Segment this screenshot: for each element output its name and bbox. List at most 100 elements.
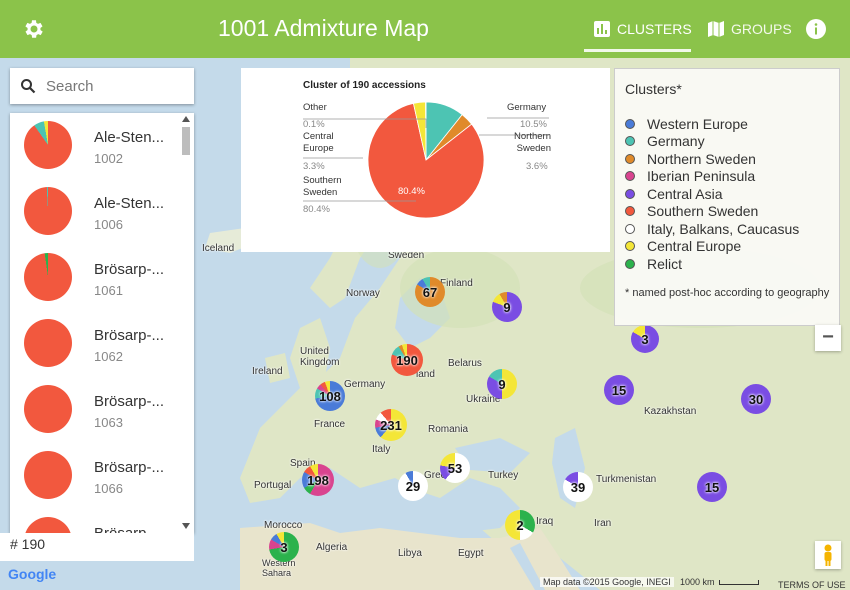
scroll-down-icon[interactable]: [182, 523, 190, 529]
list-item[interactable]: Brösarp-... 1062: [10, 311, 182, 377]
cluster-marker[interactable]: 2: [505, 510, 535, 540]
cluster-marker[interactable]: 9: [487, 369, 517, 399]
admixture-pie: [24, 451, 72, 499]
map-label: Morocco: [264, 520, 303, 531]
tab-groups[interactable]: GROUPS: [707, 0, 792, 58]
map-attribution: Map data ©2015 Google, INEGI: [540, 577, 674, 587]
map-label: Romania: [428, 424, 469, 435]
map-label: Iceland: [202, 243, 235, 254]
legend-label: Northern Sweden: [647, 150, 756, 167]
pie-value: 10.5%: [520, 119, 547, 130]
admixture-pie: [24, 385, 72, 433]
cluster-info-panel: Cluster of 190 accessions Other 0.1% Cen…: [241, 68, 610, 252]
cluster-marker[interactable]: 30: [741, 384, 771, 414]
cluster-marker[interactable]: 67: [415, 277, 445, 307]
search-input[interactable]: [46, 74, 186, 98]
map-label: Belarus: [448, 358, 482, 369]
info-icon[interactable]: [806, 19, 826, 39]
accession-name: Brösarp-...: [94, 327, 165, 344]
legend-item: Iberian Peninsula: [625, 168, 755, 185]
legend-label: Southern Sweden: [647, 203, 759, 219]
cluster-marker[interactable]: 15: [697, 472, 727, 502]
legend-label: Italy, Balkans, Caucasus: [647, 220, 800, 237]
map-label: Libya: [398, 548, 422, 559]
list-item[interactable]: Brösarp-...: [10, 509, 182, 533]
cluster-marker[interactable]: 3: [631, 325, 659, 353]
cluster-marker[interactable]: 198: [302, 464, 334, 496]
pie-label: Southern Sweden: [303, 175, 342, 198]
legend-label: Relict: [647, 255, 683, 272]
cluster-count: 9: [498, 376, 506, 392]
cluster-count: 231: [380, 417, 402, 433]
pegman-icon: [824, 544, 832, 566]
cluster-count: 198: [307, 472, 329, 488]
legend-label: Central Asia: [647, 185, 723, 202]
list-item[interactable]: Brösarp-... 1066: [10, 443, 182, 509]
map-scale: 1000 km: [680, 577, 759, 587]
cluster-count: 53: [447, 460, 463, 476]
accession-name: Brösarp-...: [94, 459, 165, 476]
pie-value: 80.4%: [303, 204, 330, 215]
legend-item: Central Asia: [625, 185, 722, 202]
tab-groups-label: GROUPS: [731, 21, 792, 37]
map-label: France: [314, 419, 346, 430]
scale-bar: [718, 580, 759, 586]
street-view-pegman[interactable]: [815, 541, 841, 569]
legend-item: Western Europe: [625, 115, 748, 132]
scrollbar-thumb[interactable]: [182, 127, 190, 155]
cluster-pie-chart: [303, 101, 549, 219]
legend-item: Central Europe: [625, 238, 741, 255]
active-tab-indicator: [584, 49, 691, 52]
pie-inner-label: 80.4%: [398, 186, 425, 197]
cluster-count: 190: [396, 352, 418, 368]
list-item[interactable]: Ale-Sten... 1002: [10, 113, 182, 179]
cluster-count: 2: [516, 517, 524, 533]
accession-name: Ale-Sten...: [94, 195, 165, 212]
gear-icon[interactable]: [22, 17, 46, 41]
pie-label: Northern Sweden: [514, 131, 551, 154]
pie-label: Central Europe: [303, 131, 334, 154]
accession-id: 1061: [94, 283, 123, 298]
tab-clusters-label: CLUSTERS: [617, 21, 692, 37]
map-label: Finland: [440, 278, 473, 289]
map-label: Germany: [344, 379, 386, 390]
cluster-count: 29: [405, 478, 421, 494]
legend-note: * named post-hoc according to geography: [625, 287, 830, 299]
legend-color-swatch: [625, 241, 635, 251]
cluster-marker[interactable]: 9: [492, 292, 522, 322]
clusters-legend: Clusters* Western Europe Germany Northern …: [614, 68, 840, 326]
tab-clusters[interactable]: CLUSTERS: [593, 0, 692, 58]
scale-label: 1000 km: [680, 577, 715, 587]
cluster-count: 39: [570, 479, 586, 495]
scroll-up-icon[interactable]: [182, 116, 190, 122]
bar-chart-icon: [594, 21, 610, 37]
pie-label: Germany: [507, 102, 547, 113]
cluster-marker[interactable]: 39: [563, 472, 593, 502]
legend-color-swatch: [625, 188, 635, 199]
list-scrollbar[interactable]: [180, 113, 192, 533]
cluster-marker[interactable]: 29: [398, 471, 428, 501]
cluster-marker[interactable]: 3: [269, 532, 299, 562]
terms-of-use-link[interactable]: TERMS OF USE: [778, 580, 846, 590]
cluster-marker[interactable]: 108: [315, 381, 345, 411]
accession-name: Brösarp-...: [94, 261, 165, 278]
list-item[interactable]: Brösarp-... 1061: [10, 245, 182, 311]
map-label: Western Sahara: [262, 558, 296, 578]
zoom-out-button[interactable]: −: [815, 325, 841, 351]
cluster-count: 3: [641, 331, 649, 347]
cluster-marker[interactable]: 53: [440, 453, 470, 483]
accession-id: 1006: [94, 217, 123, 232]
pie-label: Other: [303, 102, 327, 113]
list-item[interactable]: Brösarp-... 1063: [10, 377, 182, 443]
cluster-count: 3: [280, 539, 288, 555]
legend-color-swatch: [625, 153, 635, 164]
search-icon: [21, 79, 36, 94]
map-label: Turkey: [488, 470, 519, 481]
list-item[interactable]: Ale-Sten... 1006: [10, 179, 182, 245]
cluster-count: 108: [319, 388, 341, 404]
cluster-marker[interactable]: 190: [391, 344, 423, 376]
cluster-marker[interactable]: 231: [375, 409, 407, 441]
pie-value: 3.6%: [526, 161, 548, 172]
cluster-marker[interactable]: 15: [604, 375, 634, 405]
legend-label: Germany: [647, 133, 705, 149]
